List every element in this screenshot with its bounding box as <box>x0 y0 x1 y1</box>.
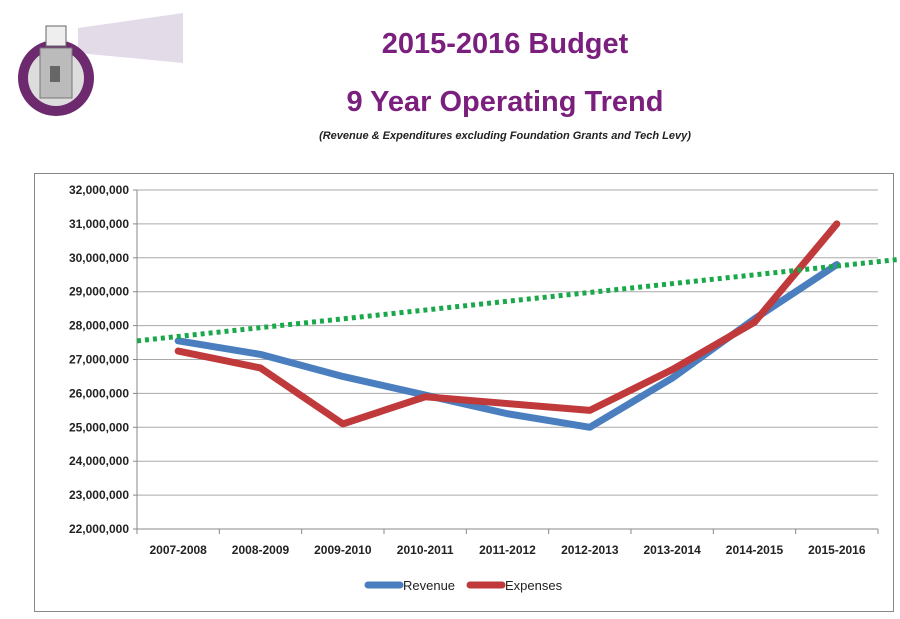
chart-frame <box>34 173 894 612</box>
district-logo <box>18 13 183 116</box>
page-subtitle: 9 Year Operating Trend <box>346 86 664 118</box>
legend-label-revenue: Revenue <box>403 578 455 593</box>
y-tick-label: 22,000,000 <box>69 522 129 536</box>
y-tick-label: 29,000,000 <box>69 285 129 299</box>
x-tick-label: 2008-2009 <box>232 543 290 557</box>
y-tick-label: 30,000,000 <box>69 251 129 265</box>
series-line-expenses <box>174 220 841 428</box>
y-tick-label: 28,000,000 <box>69 319 129 333</box>
x-tick-label: 2009-2010 <box>314 543 372 557</box>
x-tick-label: 2014-2015 <box>726 543 784 557</box>
x-tick-label: 2012-2013 <box>561 543 619 557</box>
y-tick-label: 23,000,000 <box>69 488 129 502</box>
y-tick-label: 31,000,000 <box>69 217 129 231</box>
y-tick-label: 26,000,000 <box>69 386 129 400</box>
x-tick-label: 2011-2012 <box>479 543 536 557</box>
x-tick-label: 2010-2011 <box>397 543 454 557</box>
x-tick-label: 2007-2008 <box>149 543 207 557</box>
x-tick-label: 2015-2016 <box>808 543 866 557</box>
x-tick-label: 2013-2014 <box>643 543 701 557</box>
y-tick-label: 27,000,000 <box>69 353 129 367</box>
y-tick-label: 25,000,000 <box>69 420 129 434</box>
chart-note: (Revenue & Expenditures excluding Founda… <box>319 130 691 142</box>
legend-label-expenses: Expenses <box>505 578 563 593</box>
y-tick-label: 24,000,000 <box>69 454 129 468</box>
page-title: 2015-2016 Budget <box>381 28 629 60</box>
y-tick-label: 32,000,000 <box>69 183 129 197</box>
